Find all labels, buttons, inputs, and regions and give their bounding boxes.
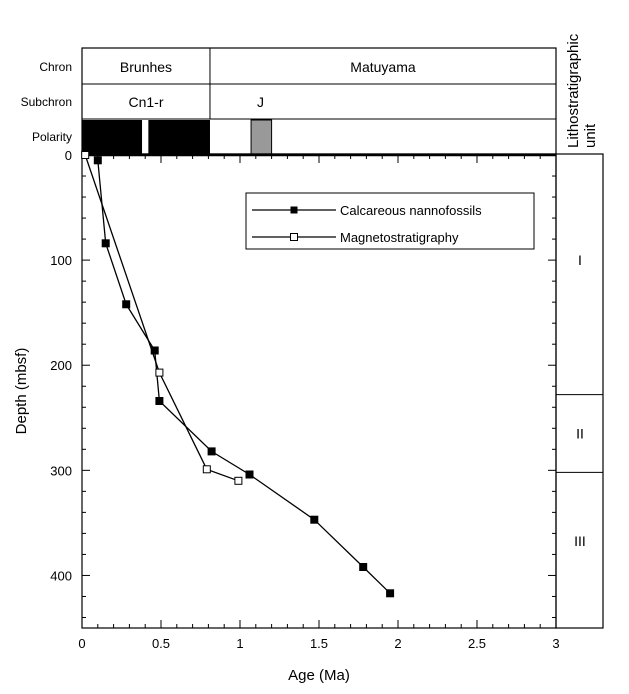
series-line-magnetostratigraphy <box>84 154 239 482</box>
data-point-calcareous-nannofossils <box>386 589 395 598</box>
data-point-calcareous-nannofossils <box>93 156 102 165</box>
unit-label: II <box>576 426 584 442</box>
unit-label: III <box>574 533 586 549</box>
data-point-calcareous-nannofossils <box>122 300 131 309</box>
legend-marker-magnetostratigraphy <box>290 233 298 241</box>
lithostratigraphy-frame <box>555 153 604 629</box>
chron-name: Matuyama <box>350 59 416 75</box>
polarity-block <box>82 120 143 154</box>
data-point-calcareous-nannofossils <box>101 239 110 248</box>
x-tick-label: 2 <box>394 636 401 651</box>
data-point-magnetostratigraphy <box>155 368 164 377</box>
lithostratigraphy-title-line1: Lithostratigraphic <box>565 33 582 148</box>
data-point-calcareous-nannofossils <box>150 346 159 355</box>
subchron-row-label: Subchron <box>21 95 72 109</box>
x-tick-label: 2.5 <box>468 636 486 651</box>
x-tick-label: 0.5 <box>152 636 170 651</box>
data-point-calcareous-nannofossils <box>310 515 319 524</box>
data-point-magnetostratigraphy <box>81 151 90 159</box>
data-series <box>81 151 395 598</box>
legend-label-magnetostratigraphy: Magnetostratigraphy <box>340 230 459 245</box>
y-tick-label: 300 <box>50 463 72 478</box>
header-cells: Brunhes Matuyama Cn1-r J <box>82 48 416 155</box>
x-axis-title: Age (Ma) <box>288 667 350 684</box>
data-point-magnetostratigraphy <box>202 465 211 474</box>
data-point-calcareous-nannofossils <box>245 470 254 479</box>
legend-label-nannofossils: Calcareous nannofossils <box>340 203 482 218</box>
data-point-magnetostratigraphy <box>234 476 243 485</box>
x-tick-label: 0 <box>78 636 85 651</box>
y-tick-label: 400 <box>50 568 72 583</box>
x-tick-label: 3 <box>552 636 559 651</box>
subchron-name: Cn1-r <box>128 94 163 110</box>
unit-label: I <box>578 252 582 268</box>
y-axis-title: Depth (mbsf) <box>13 348 30 435</box>
lithostratigraphy-title-line2: unit <box>582 123 599 148</box>
data-point-calcareous-nannofossils <box>155 397 164 405</box>
header-band: Chron Subchron Polarity Brunhes Matuyama C… <box>21 47 557 155</box>
x-tick-label: 1 <box>236 636 243 651</box>
chron-row-label: Chron <box>39 60 72 74</box>
y-tick-label: 0 <box>65 148 72 163</box>
polarity-row-label: Polarity <box>32 130 72 144</box>
data-point-calcareous-nannofossils <box>359 563 368 571</box>
legend-marker-nannofossils <box>290 206 298 214</box>
lithostratigraphy-title: Lithostratigraphic unit <box>565 30 599 148</box>
legend: Calcareous nannofossils Magnetostratigra… <box>245 192 535 250</box>
polarity-block <box>250 119 273 155</box>
subchron-name: J <box>257 94 264 110</box>
data-point-calcareous-nannofossils <box>207 447 216 456</box>
axes: 0 0.5 1 1.5 2 2.5 3 0 100 200 300 400 <box>50 148 559 651</box>
chron-name: Brunhes <box>120 59 172 75</box>
polarity-block <box>148 120 210 154</box>
x-tick-label: 1.5 <box>310 636 328 651</box>
y-tick-label: 100 <box>50 253 72 268</box>
y-tick-label: 200 <box>50 358 72 373</box>
